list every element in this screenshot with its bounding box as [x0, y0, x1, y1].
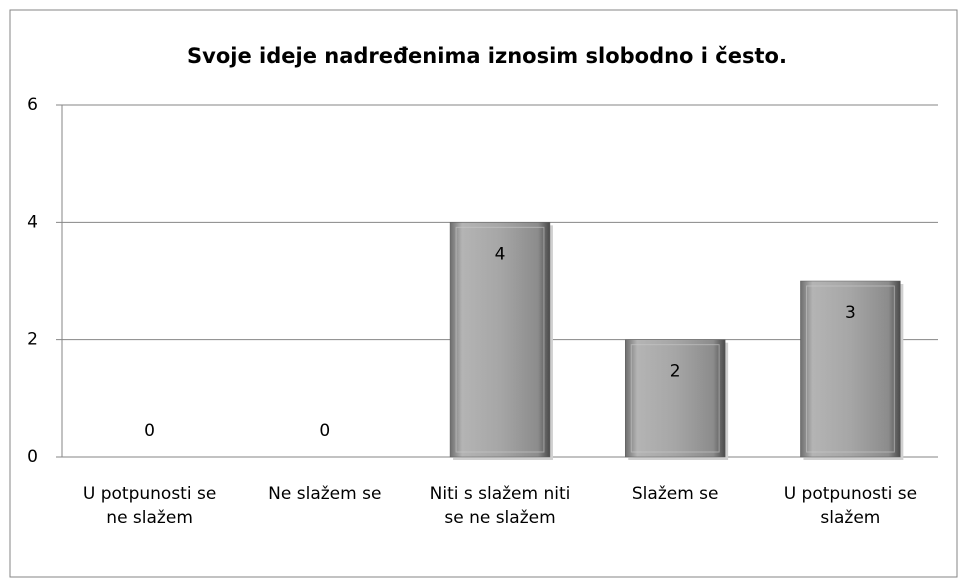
bar-bevel	[455, 226, 545, 453]
bar	[800, 280, 901, 458]
value-label: 0	[319, 421, 330, 441]
chart-title: Svoje ideje nadređenima iznosim slobodno…	[187, 44, 787, 68]
y-tick-label: 4	[27, 212, 38, 232]
value-label: 4	[495, 244, 506, 264]
value-label: 0	[144, 421, 155, 441]
bar	[625, 339, 726, 458]
y-tick-label: 0	[27, 447, 38, 467]
y-tick-label: 2	[27, 330, 38, 350]
value-label: 2	[670, 362, 681, 382]
x-tick-label: Slažem se	[632, 484, 719, 504]
x-tick-label: U potpunosti se slažem	[784, 484, 917, 528]
value-label: 3	[845, 303, 856, 323]
x-tick-label: U potpunosti se ne slažem	[83, 484, 216, 528]
y-tick-label: 6	[27, 95, 38, 115]
bar-bevel	[805, 285, 895, 453]
x-tick-label: Ne slažem se	[268, 484, 381, 504]
bar-bevel	[630, 344, 720, 453]
x-tick-label: Niti s slažem niti se ne slažem	[430, 484, 571, 528]
bar	[449, 222, 551, 458]
